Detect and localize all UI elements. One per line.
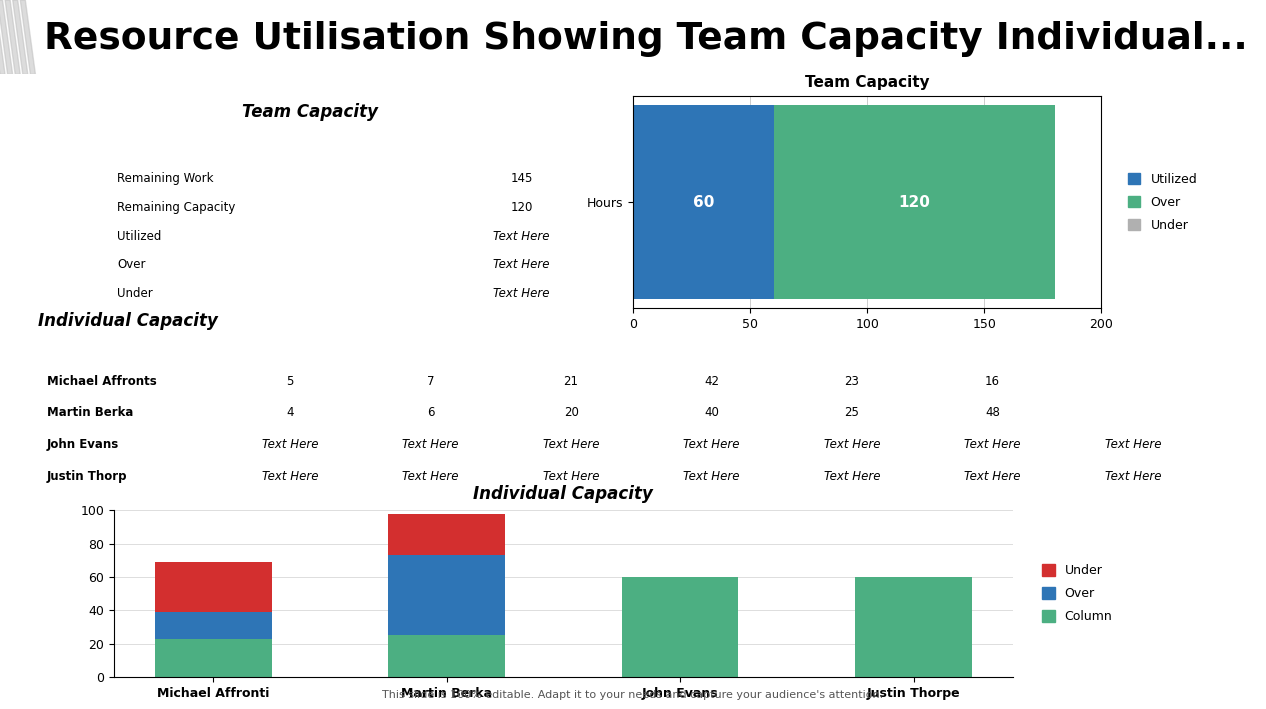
Text: Text Here: Text Here: [1104, 438, 1161, 452]
Text: Text Here: Text Here: [824, 470, 880, 484]
Title: Individual Capacity: Individual Capacity: [473, 486, 653, 503]
Text: 21: 21: [563, 374, 579, 388]
Text: Text Here: Text Here: [262, 438, 319, 452]
Text: Under: Under: [118, 287, 153, 301]
Text: Resource Utilisation Showing Team Capacity Individual...: Resource Utilisation Showing Team Capaci…: [44, 21, 1248, 57]
Text: 4: 4: [286, 406, 294, 420]
Text: 25: 25: [844, 406, 860, 420]
Bar: [622, 577, 738, 677]
Text: 48: 48: [985, 406, 1000, 420]
Polygon shape: [0, 0, 5, 74]
Title: Team Capacity: Team Capacity: [805, 75, 929, 90]
Bar: [389, 635, 505, 677]
Text: 7: 7: [427, 374, 434, 388]
Text: Hours/Day: Hours/Day: [256, 342, 324, 356]
Bar: [154, 562, 271, 612]
Legend: Under, Over, Column: Under, Over, Column: [1037, 559, 1118, 628]
Text: Remaining Work: Remaining Work: [118, 172, 214, 184]
Text: Text Here: Text Here: [965, 470, 1020, 484]
Text: Team Capacity: Team Capacity: [242, 103, 379, 121]
Text: Text Here: Text Here: [684, 438, 739, 452]
Text: Hours: Hours: [501, 143, 542, 156]
Text: Text Here: Text Here: [965, 438, 1020, 452]
Polygon shape: [5, 0, 20, 74]
Text: Martin Berka: Martin Berka: [47, 406, 133, 420]
Text: Capacity: Capacity: [542, 342, 600, 356]
Bar: [154, 639, 271, 677]
Text: John Evans: John Evans: [47, 438, 119, 452]
Text: Assigned: Assigned: [681, 342, 742, 356]
Text: 30: 30: [1125, 374, 1141, 388]
Text: Individual Capacity: Individual Capacity: [38, 312, 218, 330]
Text: Text Here: Text Here: [1104, 470, 1161, 484]
Text: Text Here: Text Here: [403, 470, 460, 484]
Legend: Utilized, Over, Under: Utilized, Over, Under: [1122, 167, 1204, 238]
Bar: [389, 555, 505, 635]
Text: Text Here: Text Here: [403, 438, 460, 452]
Text: 16: 16: [985, 374, 1000, 388]
Text: Text Here: Text Here: [543, 470, 599, 484]
Text: Michael Affronts: Michael Affronts: [47, 374, 157, 388]
Text: 60: 60: [693, 194, 714, 210]
Text: Text Here: Text Here: [262, 470, 319, 484]
Polygon shape: [13, 0, 28, 74]
Text: Days: Days: [415, 342, 447, 356]
Text: Text Here: Text Here: [494, 230, 549, 242]
Text: This slide is 100% editable. Adapt it to your needs and capture your audience's : This slide is 100% editable. Adapt it to…: [382, 690, 884, 700]
Text: Over: Over: [976, 342, 1008, 356]
Text: 20: 20: [563, 406, 579, 420]
Text: Text Here: Text Here: [494, 287, 549, 301]
Text: Team Member: Team Member: [82, 342, 176, 356]
Text: Text Here: Text Here: [684, 470, 739, 484]
Text: Text Here: Text Here: [824, 438, 880, 452]
Bar: [389, 514, 505, 555]
Text: 42: 42: [704, 374, 719, 388]
Text: 120: 120: [510, 201, 533, 213]
Text: 40: 40: [704, 406, 719, 420]
Text: 145: 145: [510, 172, 533, 184]
Text: Totals: Totals: [242, 143, 282, 156]
Text: Text Here: Text Here: [494, 259, 549, 272]
Text: Text Here: Text Here: [543, 438, 599, 452]
Text: 25: 25: [1125, 406, 1141, 420]
Text: Over: Over: [118, 259, 146, 272]
Bar: [774, 106, 1055, 298]
Text: 23: 23: [844, 374, 860, 388]
Text: 5: 5: [286, 374, 294, 388]
Text: 6: 6: [427, 406, 434, 420]
Polygon shape: [0, 0, 13, 74]
Bar: [856, 577, 972, 677]
Bar: [154, 612, 271, 639]
Text: Utilized: Utilized: [827, 342, 877, 356]
Polygon shape: [20, 0, 35, 74]
Text: Under: Under: [1113, 342, 1153, 356]
Text: Justin Thorp: Justin Thorp: [47, 470, 128, 484]
Text: 120: 120: [898, 194, 931, 210]
Text: Remaining Capacity: Remaining Capacity: [118, 201, 235, 213]
Bar: [633, 106, 774, 298]
Text: Utilized: Utilized: [118, 230, 162, 242]
